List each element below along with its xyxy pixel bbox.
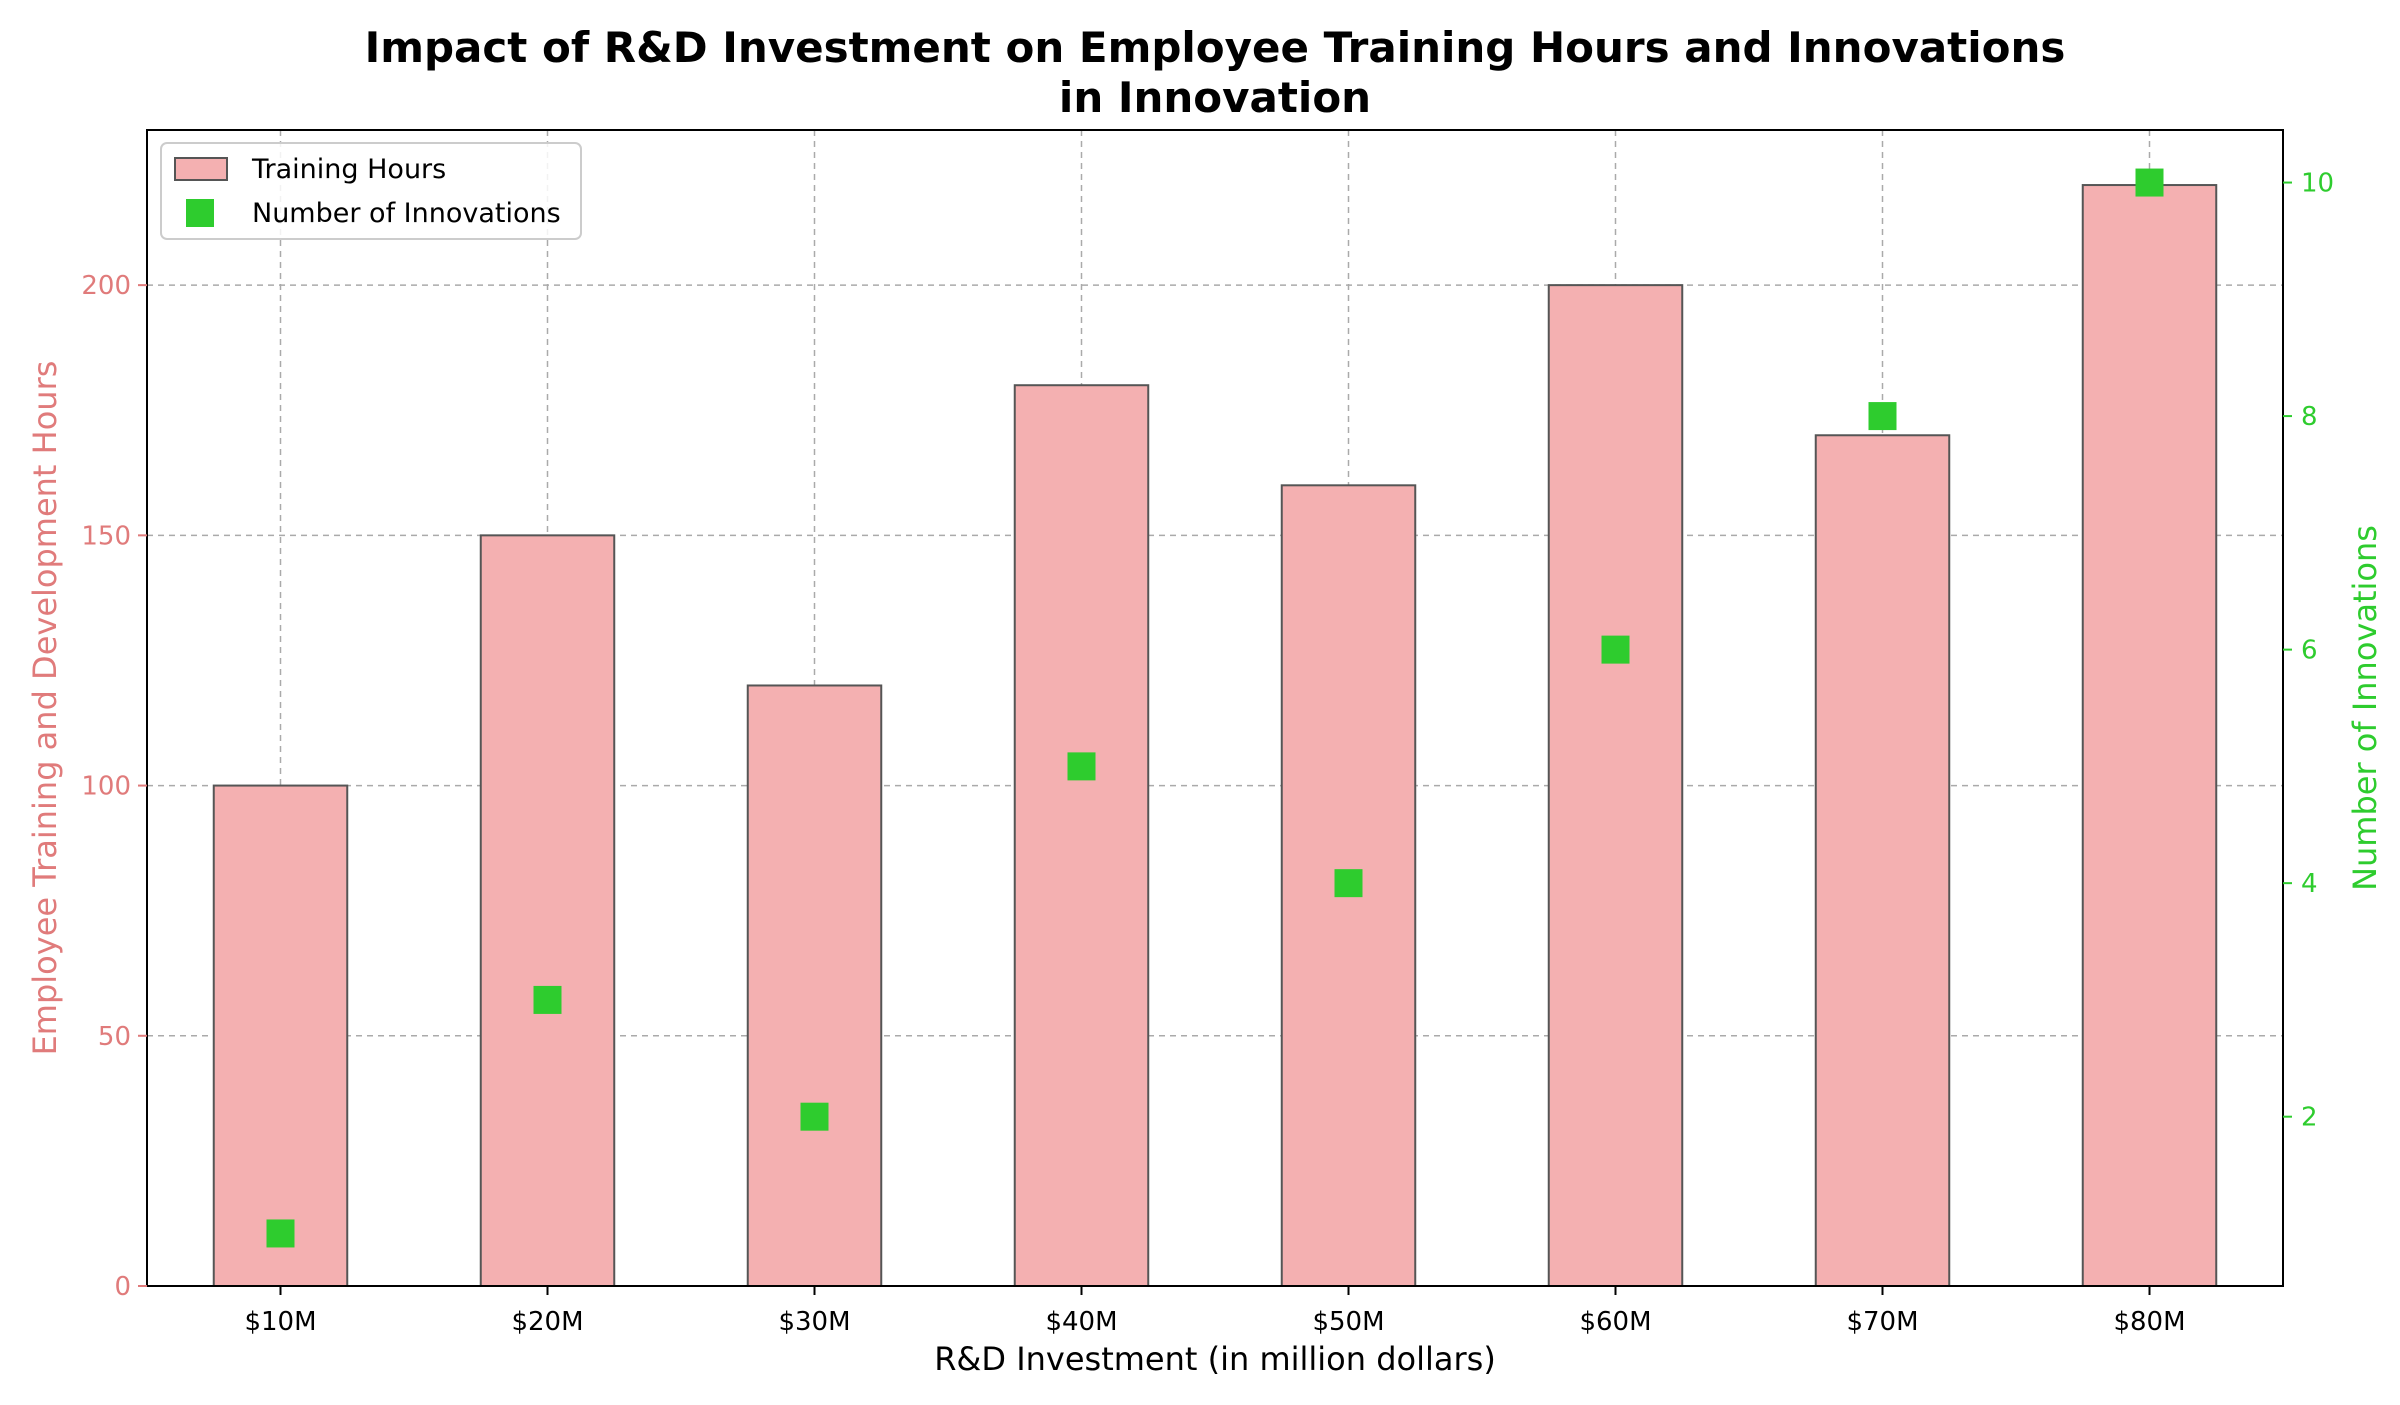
bar-training-hours: [746, 684, 883, 1287]
bar-training-hours: [1547, 284, 1684, 1287]
legend-swatch-innovations: [186, 199, 214, 227]
chart-title-line1: Impact of R&D Investment on Employee Tra…: [365, 23, 2066, 72]
left-tick-label: 0: [114, 1272, 131, 1302]
x-tick-layer: $10M $20M $30M $40M $50M $60M $70M $80M: [244, 1286, 2186, 1337]
x-tick-label: $10M: [244, 1307, 316, 1337]
marker-innovations: [2135, 168, 2164, 197]
x-axis-label: R&D Investment (in million dollars): [934, 1340, 1496, 1378]
marker-innovations: [1601, 635, 1630, 664]
bar-training-hours: [1013, 384, 1150, 1287]
y-axis-label-right: Number of Innovations: [2346, 525, 2384, 891]
left-tick-label: 150: [81, 521, 131, 551]
bar-training-hours: [1814, 434, 1951, 1287]
legend: Training Hours Number of Innovations: [160, 142, 582, 240]
marker-layer: [266, 168, 2164, 1248]
x-tick-label: $80M: [2113, 1307, 2185, 1337]
y-axis-label-left: Employee Training and Development Hours: [26, 361, 64, 1056]
left-tick-label: 50: [98, 1022, 131, 1052]
marker-innovations: [1334, 869, 1363, 898]
right-tick-label: 2: [2301, 1103, 2318, 1133]
x-tick-label: $60M: [1579, 1307, 1651, 1337]
plot-frame: [146, 129, 2284, 1287]
x-tick-label: $70M: [1846, 1307, 1918, 1337]
x-tick-label: $40M: [1045, 1307, 1117, 1337]
marker-innovations: [533, 985, 562, 1014]
left-tick-label: 200: [81, 271, 131, 301]
right-tick-label: 6: [2301, 636, 2318, 666]
x-tick-label: $30M: [778, 1307, 850, 1337]
right-tick-label: 8: [2301, 402, 2318, 432]
right-tick-label: 4: [2301, 869, 2318, 899]
left-tick-layer: 0 50 100 150 200: [81, 271, 147, 1302]
legend-swatch-training-hours: [174, 157, 228, 181]
legend-box: [160, 142, 582, 240]
marker-innovations: [800, 1102, 829, 1131]
marker-innovations: [266, 1219, 295, 1248]
left-tick-label: 100: [81, 772, 131, 802]
bar-training-hours: [479, 534, 616, 1287]
bar-layer: [212, 184, 2218, 1288]
legend-label-innovations: Number of Innovations: [252, 198, 561, 229]
grid-layer: [147, 130, 2283, 1286]
marker-innovations: [1868, 402, 1897, 431]
x-tick-label: $50M: [1312, 1307, 1384, 1337]
x-tick-label: $20M: [511, 1307, 583, 1337]
right-tick-layer: 2 4 6 8 10: [2283, 169, 2334, 1133]
chart-title-line2: in Innovation: [1059, 73, 1371, 122]
legend-label-training-hours: Training Hours: [251, 154, 446, 185]
bar-training-hours: [2081, 184, 2218, 1288]
right-tick-label: 10: [2301, 169, 2334, 199]
bar-training-hours: [212, 784, 349, 1287]
marker-innovations: [1067, 752, 1096, 781]
